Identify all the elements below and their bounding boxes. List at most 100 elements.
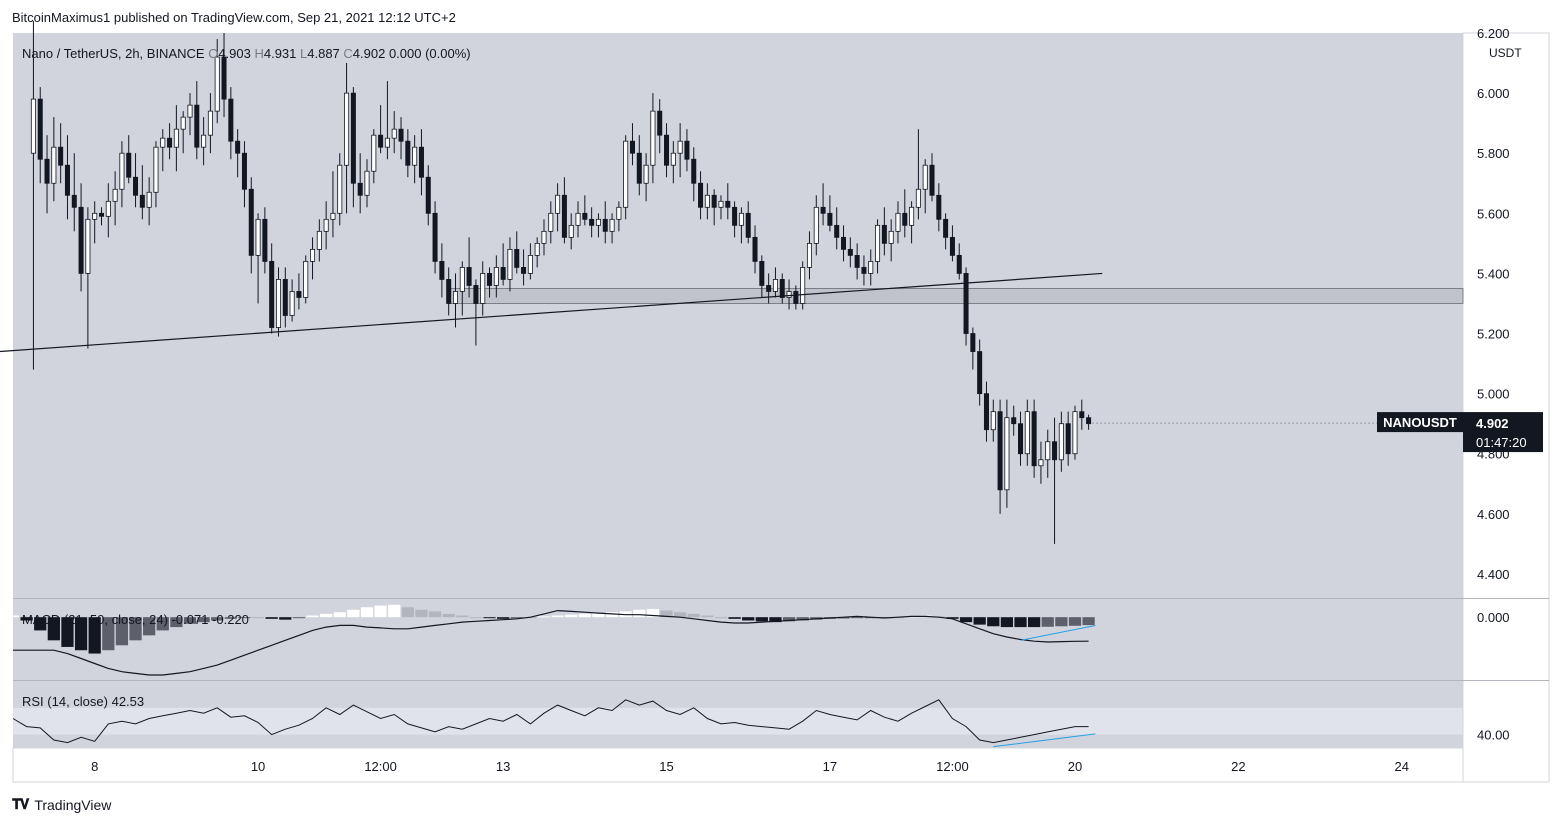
macd-histogram-bar	[605, 612, 619, 618]
candle-body	[487, 273, 493, 286]
candle	[936, 183, 942, 232]
candle-body	[1072, 411, 1078, 455]
candle	[30, 20, 36, 370]
countdown-label: 01:47:20	[1476, 435, 1527, 450]
macd-histogram-bar	[578, 613, 591, 618]
candle-body	[997, 411, 1003, 491]
candle-body	[344, 92, 350, 166]
candle	[221, 33, 227, 118]
rsi-legend: RSI (14, close) 42.53	[22, 694, 144, 709]
candle	[262, 207, 268, 274]
candle	[589, 207, 595, 238]
legend-part: 4.903	[218, 46, 251, 61]
candle-body	[902, 212, 908, 226]
macd-histogram-bar	[769, 617, 782, 623]
candle-body	[364, 170, 370, 196]
candle	[44, 135, 50, 214]
candle	[78, 183, 84, 292]
candle-body	[711, 194, 717, 208]
candle	[616, 201, 622, 232]
macd-histogram-bar	[633, 609, 646, 618]
macd-value: -0.071	[172, 612, 212, 627]
candle-body	[704, 194, 710, 208]
macd-legend: MACD (21, 50, close, 24) -0.071 -0.220	[22, 612, 249, 627]
candle	[500, 243, 506, 286]
candle-body	[92, 212, 98, 220]
candle-body	[582, 212, 588, 220]
candle	[105, 183, 111, 238]
candle	[269, 243, 275, 334]
macd-histogram-bar	[156, 617, 169, 631]
candle-body	[793, 291, 799, 304]
legend-part: L	[296, 46, 307, 61]
candle	[793, 285, 799, 310]
macd-histogram-bar	[742, 617, 755, 621]
macd-histogram-bar	[34, 617, 47, 631]
candle-body	[207, 110, 213, 136]
price-tick-label: 4.600	[1477, 507, 1510, 522]
price-tick-label: 5.200	[1477, 327, 1510, 342]
tradingview-logo-icon: 𝐓𝐕	[12, 796, 29, 812]
macd-histogram-bar	[687, 613, 700, 618]
candle-body	[698, 182, 704, 208]
price-tick-label: 5.800	[1477, 146, 1510, 161]
candle	[153, 141, 159, 208]
candle-body	[473, 285, 479, 304]
candle	[1011, 405, 1017, 436]
candle	[1052, 417, 1058, 544]
rsi-title: RSI (14, close)	[22, 694, 112, 709]
macd-histogram-bar	[6, 615, 20, 618]
macd-histogram-bar	[646, 608, 660, 618]
tradingview-footer[interactable]: 𝐓𝐕 TradingView	[12, 796, 111, 813]
candle	[112, 171, 118, 226]
macd-histogram-bar	[1068, 617, 1082, 626]
candle	[643, 153, 649, 202]
candle	[384, 81, 390, 160]
candle	[1018, 411, 1024, 466]
candle	[990, 399, 996, 442]
macd-histogram-bar	[674, 612, 687, 618]
candle-body	[228, 98, 234, 142]
candle	[997, 399, 1003, 514]
candle	[194, 81, 200, 160]
macd-histogram-bar	[728, 617, 741, 619]
macd-histogram-bar	[88, 617, 101, 654]
candle-body	[425, 176, 431, 214]
candle-body	[1052, 441, 1058, 461]
candle	[902, 189, 908, 238]
candle	[241, 141, 247, 208]
candle	[37, 87, 43, 184]
candle-body	[813, 206, 819, 244]
candle	[534, 237, 540, 268]
candle-body	[248, 188, 254, 256]
candle	[909, 201, 915, 244]
candle	[275, 267, 282, 337]
macd-histogram-bar	[374, 605, 387, 618]
candle	[738, 207, 744, 244]
candle-body	[64, 164, 70, 196]
candle	[466, 237, 472, 298]
candle-body	[221, 56, 227, 100]
candle	[344, 63, 350, 214]
candle-body	[119, 152, 125, 190]
candle-body	[466, 267, 472, 286]
macd-histogram-bar	[211, 617, 224, 621]
candle-body	[398, 128, 404, 142]
candle-body	[1038, 459, 1044, 467]
macd-histogram-bar	[851, 617, 864, 619]
macd-histogram-bar	[360, 607, 374, 618]
candle-body	[772, 279, 778, 292]
candle-body	[153, 146, 159, 193]
candle-body	[541, 230, 547, 244]
candle-body	[269, 261, 275, 328]
time-tick-label: 24	[1394, 759, 1408, 774]
candle	[248, 177, 254, 274]
candle	[289, 279, 295, 322]
candle-body	[636, 152, 642, 184]
candle	[752, 225, 758, 274]
candle	[521, 249, 527, 286]
candle	[922, 159, 928, 214]
macd-histogram-bar	[510, 617, 523, 619]
candle	[337, 153, 343, 226]
